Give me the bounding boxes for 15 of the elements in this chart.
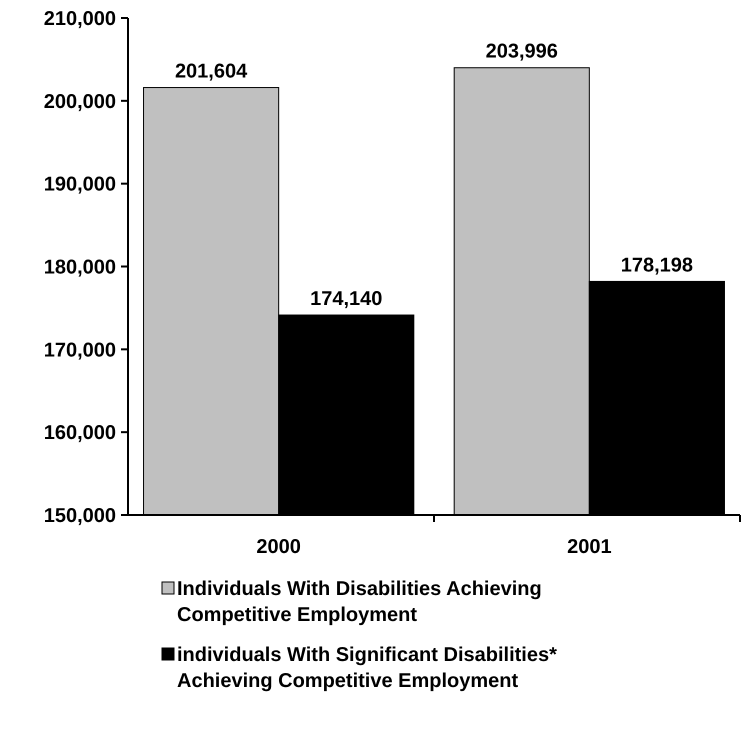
text: 174,140	[310, 288, 382, 310]
x-tick-label: 2000	[256, 536, 301, 558]
text: 178,198	[620, 254, 694, 276]
y-tick-label: 190,000	[44, 174, 116, 196]
y-tick-label: 210,000	[44, 8, 116, 30]
legend-label: Individuals With Disabilities Achieving Competitive Employment	[177, 578, 542, 626]
x-tick-label: 2001	[567, 536, 612, 558]
y-tick-label: 170,000	[44, 339, 116, 362]
text: 201,604	[174, 60, 248, 83]
y-tick-label: 160,000	[44, 422, 116, 444]
y-tick-label: 200,000	[44, 90, 116, 113]
y-tick-label: 180,000	[44, 256, 116, 278]
legend-label: individuals With Significant Disabilities* Achieving Competitive Employment	[177, 644, 558, 692]
y-tick-label: 150,000	[44, 505, 116, 527]
text: 203,996	[486, 40, 558, 63]
